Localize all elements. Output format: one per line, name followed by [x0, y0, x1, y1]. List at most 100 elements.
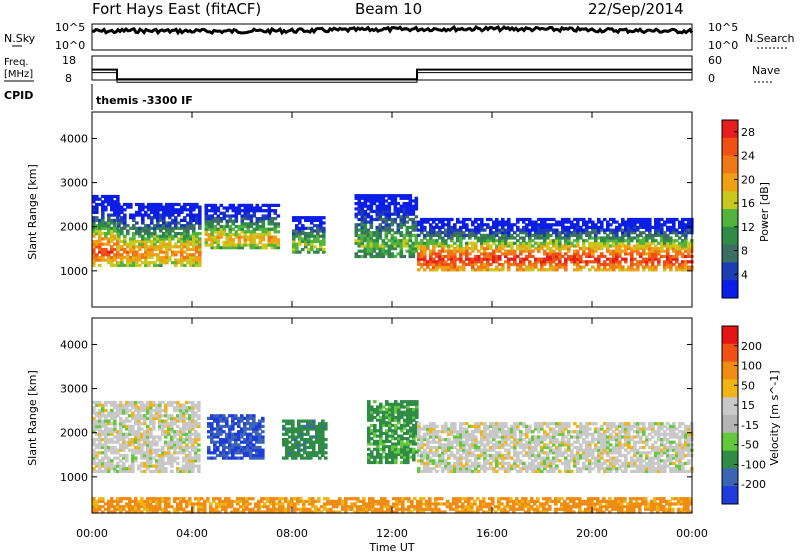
- velocity-colorbar-label: Velocity [m s^-1]: [768, 370, 781, 465]
- power-panel: 1000 2000 3000 4000 Slant Range [km] 4 8 12 16…: [26, 111, 771, 308]
- power-colorbar-swatch-0: [722, 120, 738, 139]
- power-colorbar-label-2: 12: [741, 221, 755, 234]
- power-colorbar-label-3: 16: [741, 197, 755, 210]
- freq-left-tick-top: 18: [62, 54, 76, 67]
- velocity-colorbar-frame: [721, 325, 739, 505]
- power-x-ticks: [91, 112, 693, 307]
- freq-label-top: Freq.: [4, 57, 29, 68]
- power-colorbar-label: Power [dB]: [758, 182, 771, 242]
- power-y-axis: 1000 2000 3000 4000: [60, 132, 692, 278]
- velocity-ytick-label-1: 2000: [60, 427, 88, 440]
- velocity-colorbar-swatch-0: [722, 326, 738, 345]
- velocity-ytick-label-3: 4000: [60, 338, 88, 351]
- frequency-panel: Freq. [MHz] 18 8 60 0 Nave: [4, 54, 780, 85]
- velocity-colorbar-label-1: 100: [741, 360, 762, 373]
- velocity-colorbar-swatch-2: [722, 361, 738, 380]
- power-colorbar-swatch-3: [722, 173, 738, 192]
- velocity-colorbar-swatch-1: [722, 343, 738, 363]
- velocity-colorbar-swatch-4: [722, 397, 738, 416]
- power-ytick-label-3: 4000: [60, 132, 88, 145]
- power-colorbar-swatch-2: [722, 155, 738, 174]
- power-colorbar: 4 8 12 16 20 24 28: [721, 119, 755, 299]
- power-colorbar-label-6: 28: [741, 126, 755, 139]
- power-colorbar-swatch-6: [722, 226, 738, 246]
- cpid-panel: CPID themis -3300 IF: [4, 84, 193, 110]
- freq-right-tick-bottom: 0: [708, 72, 715, 85]
- noise-trace: [91, 24, 694, 36]
- velocity-ytick-label-2: 3000: [60, 383, 88, 396]
- noise-panel: N.Sky 10^5 10^0 10^5 10^0 N.Search: [4, 21, 795, 52]
- power-colorbar-label-1: 8: [741, 245, 748, 258]
- velocity-colorbar-swatch-8: [722, 468, 738, 487]
- power-region-2: [204, 203, 281, 250]
- velocity-panel: 1000 2000 3000 4000 00:00 04:00 08:00 12:00 16:…: [26, 317, 781, 540]
- x-tick-label-6: 00:00: [676, 527, 708, 540]
- velocity-colorbar: 200 100 50 15 -15 -50 -100 -200: [721, 325, 766, 505]
- power-colorbar-swatch-7: [722, 244, 738, 263]
- x-tick-label-1: 04:00: [176, 527, 208, 540]
- power-y-axis-label: Slant Range [km]: [26, 164, 39, 260]
- x-tick-label-5: 20:00: [576, 527, 608, 540]
- velocity-x-axis: 00:00 04:00 08:00 12:00 16:00 20:00 00:00: [76, 318, 708, 540]
- power-colorbar-swatch-1: [722, 137, 738, 157]
- velocity-colorbar-label-2: 50: [741, 379, 755, 392]
- power-colorbar-frame: [721, 119, 739, 299]
- x-tick-label-4: 16:00: [476, 527, 508, 540]
- noise-left-tick-bottom: 10^0: [55, 39, 85, 52]
- velocity-heatmap: [92, 400, 694, 514]
- velocity-colorbar-swatch-3: [722, 379, 738, 398]
- velocity-y-axis-label: Slant Range [km]: [26, 370, 39, 466]
- power-ytick-label-0: 1000: [60, 265, 88, 278]
- freq-left-tick-bottom: 8: [65, 72, 72, 85]
- velocity-colorbar-label-6: -100: [741, 458, 766, 471]
- velocity-colorbar-label-3: 15: [741, 399, 755, 412]
- power-region-5: [417, 217, 694, 272]
- velocity-colorbar-label-4: -15: [741, 419, 759, 432]
- power-colorbar-swatch-4: [722, 191, 738, 210]
- power-colorbar-label-0: 4: [741, 268, 748, 281]
- freq-right-tick-top: 60: [708, 54, 722, 67]
- x-tick-label-0: 00:00: [76, 527, 108, 540]
- power-region-4: [354, 194, 419, 259]
- velocity-colorbar-swatch-6: [722, 432, 738, 452]
- cpid-value: themis -3300 IF: [96, 94, 193, 107]
- power-region-0: [92, 194, 120, 267]
- power-ytick-label-1: 2000: [60, 221, 88, 234]
- velocity-colorbar-swatch-7: [722, 450, 738, 469]
- velocity-region-3: [367, 400, 419, 465]
- velocity-region-4: [417, 422, 694, 473]
- power-heatmap: [92, 194, 694, 272]
- power-colorbar-swatch-9: [722, 280, 738, 299]
- freq-label-unit: [MHz]: [4, 69, 33, 80]
- noise-search-label: N.Search: [745, 32, 795, 45]
- date-label: 22/Sep/2014: [588, 0, 684, 18]
- noise-sky-series: [91, 24, 694, 36]
- noise-sky-label: N.Sky: [4, 32, 36, 45]
- velocity-region-1: [207, 414, 265, 460]
- velocity-colorbar-label-0: 200: [741, 340, 762, 353]
- station-title: Fort Hays East (fitACF): [92, 0, 261, 18]
- velocity-colorbar-swatch-9: [722, 486, 738, 505]
- velocity-region-2: [282, 419, 328, 460]
- velocity-colorbar-label-5: -50: [741, 439, 759, 452]
- x-axis-label: Time UT: [368, 541, 414, 554]
- nave-label: Nave: [752, 64, 780, 77]
- power-ytick-label-2: 3000: [60, 177, 88, 190]
- power-colorbar-label-4: 20: [741, 173, 755, 186]
- beam-label: Beam 10: [355, 0, 422, 18]
- velocity-ytick-label-0: 1000: [60, 471, 88, 484]
- noise-left-tick-top: 10^5: [55, 21, 85, 34]
- noise-right-tick-top: 10^5: [708, 21, 738, 34]
- velocity-colorbar-swatch-5: [722, 415, 738, 434]
- power-colorbar-swatch-5: [722, 209, 738, 228]
- noise-right-tick-bottom: 10^0: [708, 39, 738, 52]
- power-region-3: [292, 216, 326, 254]
- x-tick-label-3: 12:00: [376, 527, 408, 540]
- velocity-y-axis: 1000 2000 3000 4000: [60, 338, 692, 484]
- x-tick-label-2: 08:00: [276, 527, 308, 540]
- power-region-1: [117, 202, 202, 267]
- power-colorbar-swatch-8: [722, 262, 738, 281]
- velocity-colorbar-label-7: -200: [741, 478, 766, 491]
- velocity-region-5: [92, 497, 693, 514]
